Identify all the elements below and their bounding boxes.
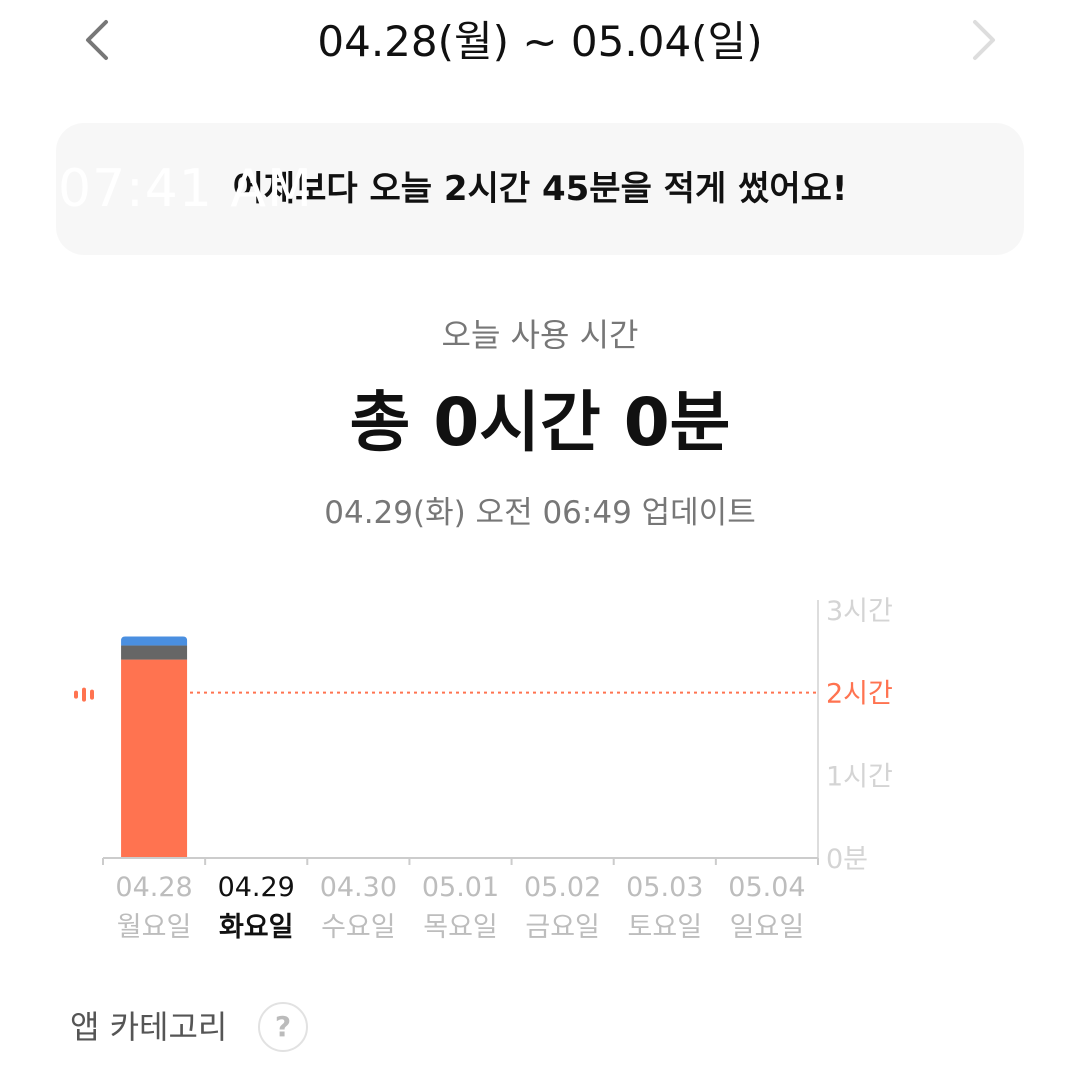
x-tick-date: 04.30 (320, 872, 397, 903)
x-tick-day: 목요일 (423, 912, 498, 943)
x-tick-date: 04.28 (115, 872, 192, 903)
total-usage-time: 총 0시간 0분 (349, 384, 731, 461)
weekly-usage-chart: 0분 1시간 2시간 3시간 04.28 월요일 04.29 화요일 04.30 수요일 05.0… (74, 596, 893, 943)
x-tick-day: 화요일 (219, 912, 294, 943)
usage-bar-04.28[interactable] (121, 636, 188, 858)
x-tick-date: 05.01 (422, 872, 499, 903)
day-label-05.02[interactable]: 05.02 금요일 (524, 872, 601, 943)
day-label-04.30[interactable]: 04.30 수요일 (320, 872, 397, 943)
comparison-message: 어제보다 오늘 2시간 45분을 적게 썼어요! (232, 169, 848, 209)
bar-chart-icon (74, 687, 94, 702)
app-category-label: 앱 카테고리 (70, 1008, 228, 1046)
day-label-05.01[interactable]: 05.01 목요일 (422, 872, 499, 943)
date-range-title: 04.28(월) ~ 05.04(일) (317, 17, 763, 66)
x-tick-date: 05.04 (728, 872, 805, 903)
day-label-04.28[interactable]: 04.28 월요일 (115, 872, 192, 943)
x-tick-day: 일요일 (730, 912, 805, 943)
day-label-05.03[interactable]: 05.03 토요일 (626, 872, 703, 943)
day-label-04.29[interactable]: 04.29 화요일 (218, 872, 295, 943)
x-tick-date: 04.29 (218, 872, 295, 903)
day-label-05.04[interactable]: 05.04 일요일 (728, 872, 805, 943)
y-tick-label: 1시간 (826, 761, 893, 792)
question-mark-icon[interactable]: ? (258, 1002, 308, 1052)
comparison-banner: 어제보다 오늘 2시간 45분을 적게 썼어요! 07:41 AM (56, 123, 1024, 255)
x-tick-date: 05.02 (524, 872, 601, 903)
x-tick-day: 월요일 (117, 912, 192, 943)
y-tick-label: 0분 (826, 844, 868, 875)
y-tick-label: 2시간 (826, 679, 893, 710)
chevron-right-icon (973, 20, 995, 60)
y-tick-label: 3시간 (826, 596, 893, 627)
chevron-left-icon (86, 20, 108, 60)
prev-week-button[interactable] (66, 10, 126, 70)
bar-segment (121, 645, 188, 660)
x-tick-day: 토요일 (628, 912, 703, 943)
x-tick-day: 수요일 (321, 912, 396, 943)
update-timestamp: 04.29(화) 오전 06:49 업데이트 (324, 495, 756, 531)
bar-segment (121, 636, 188, 646)
next-week-button[interactable] (955, 10, 1015, 70)
bar-segment (121, 659, 188, 858)
today-usage-label: 오늘 사용 시간 (441, 316, 639, 354)
x-tick-day: 금요일 (525, 912, 600, 943)
x-tick-date: 05.03 (626, 872, 703, 903)
clock-overlay: 07:41 AM (58, 159, 313, 219)
